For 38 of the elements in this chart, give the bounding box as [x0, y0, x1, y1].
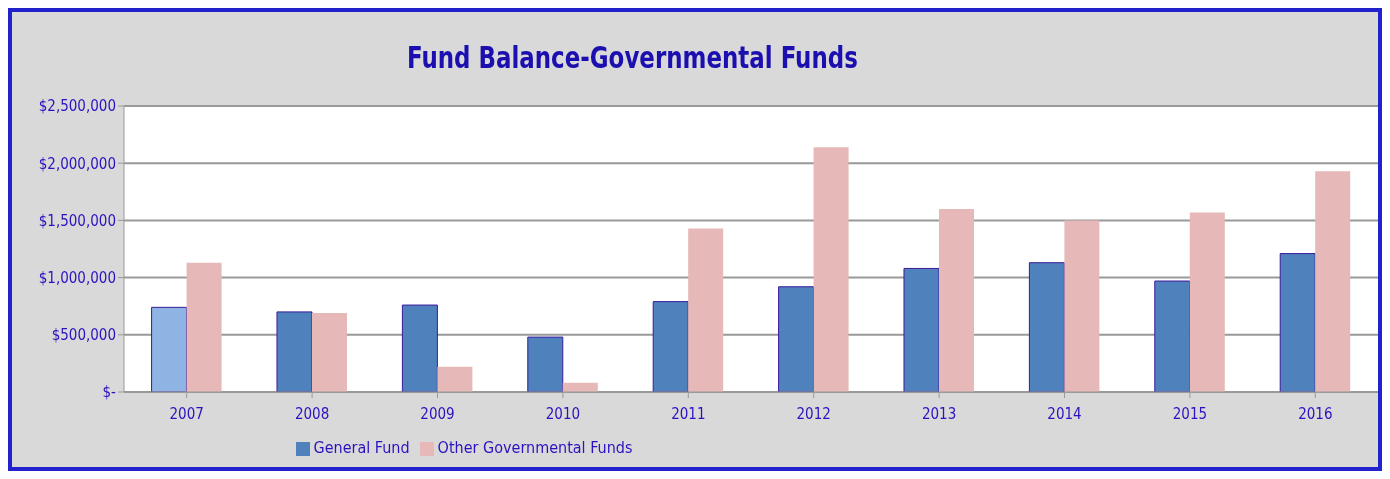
y-tick-label: $2,000,000: [38, 154, 116, 173]
legend-label: Other Governmental Funds: [437, 438, 633, 457]
y-tick-label: $1,000,000: [38, 268, 116, 287]
bar: [938, 208, 974, 392]
bar: [903, 267, 940, 392]
bar: [1315, 171, 1351, 392]
bar: [813, 147, 849, 392]
y-tick-label: $500,000: [51, 326, 116, 345]
x-tick-label: 2008: [294, 404, 330, 423]
bar: [527, 336, 564, 392]
x-tick-label: 2011: [671, 404, 706, 423]
bar: [437, 366, 473, 392]
bar: [1189, 212, 1225, 392]
x-tick-label: 2015: [1172, 404, 1208, 423]
x-tick-label: 2010: [545, 404, 581, 423]
y-tick-label: $1,500,000: [38, 211, 116, 230]
x-tick-label: 2009: [420, 404, 455, 423]
bar: [1028, 262, 1065, 392]
bar: [1154, 280, 1191, 392]
x-tick-label: 2007: [169, 404, 204, 423]
bar: [778, 286, 815, 392]
y-tick-label: $-: [102, 383, 117, 402]
bar: [401, 304, 438, 392]
y-tick-label: $2,500,000: [38, 97, 116, 116]
bar: [311, 313, 347, 392]
bar: [186, 262, 222, 392]
bar: [276, 311, 313, 392]
x-tick-label: 2014: [1047, 404, 1082, 423]
bar: [652, 301, 689, 392]
x-tick-label: 2012: [796, 404, 831, 423]
bar: [151, 306, 188, 392]
x-tick-label: 2016: [1298, 404, 1333, 423]
x-tick-label: 2013: [921, 404, 957, 423]
bar: [688, 228, 724, 392]
legend-label: General Fund: [313, 438, 410, 457]
bar: [1279, 253, 1316, 392]
chart-title: Fund Balance-Governmental Funds: [407, 40, 858, 75]
bar: [1064, 220, 1100, 392]
